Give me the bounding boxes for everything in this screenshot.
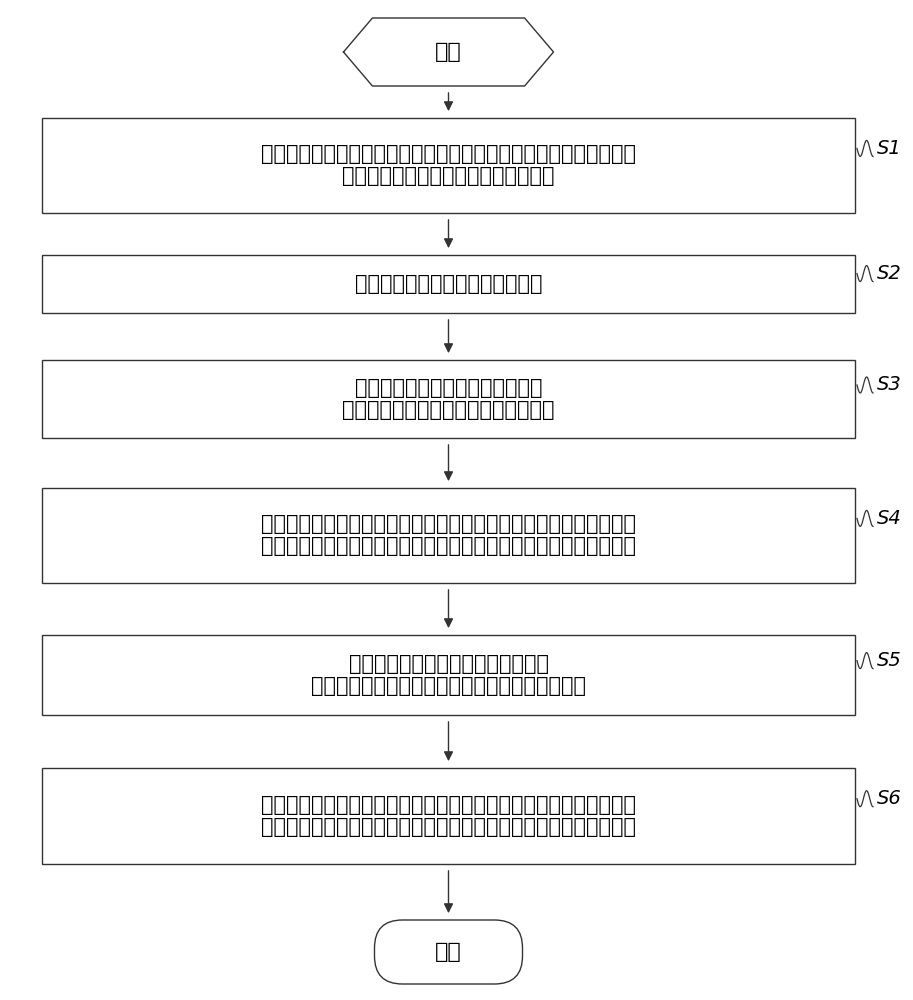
Text: 频率点在空间磁场内的最大磁场值，获取最大磁场值对应的空间位置: 频率点在空间磁场内的最大磁场值，获取最大磁场值对应的空间位置	[261, 536, 636, 556]
Text: 对人体的心磁信号进行第三预设处理: 对人体的心磁信号进行第三预设处理	[349, 654, 549, 674]
Bar	[42, 360, 855, 438]
Text: S5: S5	[877, 651, 902, 670]
FancyBboxPatch shape	[374, 920, 522, 984]
Text: S2: S2	[877, 264, 902, 283]
Text: 合以辅助医护人员识别心磁图电活动对应人体胸腔区域上的具体位置: 合以辅助医护人员识别心磁图电活动对应人体胸腔区域上的具体位置	[261, 817, 636, 837]
Text: 分别对不同频率点的空间磁场强度信息，进行第二预设处理识别每一: 分别对不同频率点的空间磁场强度信息，进行第二预设处理识别每一	[261, 514, 636, 534]
Text: 磁偶极子以产生不同频率点的空间磁场: 磁偶极子以产生不同频率点的空间磁场	[342, 166, 555, 186]
Text: 对空间磁场信号进行第一预设处理: 对空间磁场信号进行第一预设处理	[355, 378, 542, 398]
Text: S6: S6	[877, 789, 902, 808]
Bar	[42, 635, 855, 715]
Text: 以获取不同频率点的空间磁场强度信息: 以获取不同频率点的空间磁场强度信息	[342, 400, 555, 420]
Text: S3: S3	[877, 375, 902, 394]
Polygon shape	[343, 18, 553, 86]
Text: S1: S1	[877, 139, 902, 158]
Text: 将最大磁场值对应的空间位置和最大电流强度所对应的空间位置相结: 将最大磁场值对应的空间位置和最大电流强度所对应的空间位置相结	[261, 795, 636, 815]
Bar	[42, 255, 855, 313]
Text: 结束: 结束	[436, 942, 462, 962]
Text: 利用不同频率的交变电流同时驱动多个吸附固定于人体胸腔区域上的: 利用不同频率的交变电流同时驱动多个吸附固定于人体胸腔区域上的	[261, 144, 636, 164]
Text: 探测人体胸腔区域的空间磁场信号: 探测人体胸腔区域的空间磁场信号	[355, 274, 542, 294]
Text: 开始: 开始	[436, 42, 462, 62]
Text: S4: S4	[877, 509, 902, 528]
Bar	[42, 118, 855, 213]
Bar	[42, 488, 855, 583]
Bar	[42, 768, 855, 864]
Text: 以获取心磁信号的最大电流强度所对应的空间位置: 以获取心磁信号的最大电流强度所对应的空间位置	[311, 676, 586, 696]
